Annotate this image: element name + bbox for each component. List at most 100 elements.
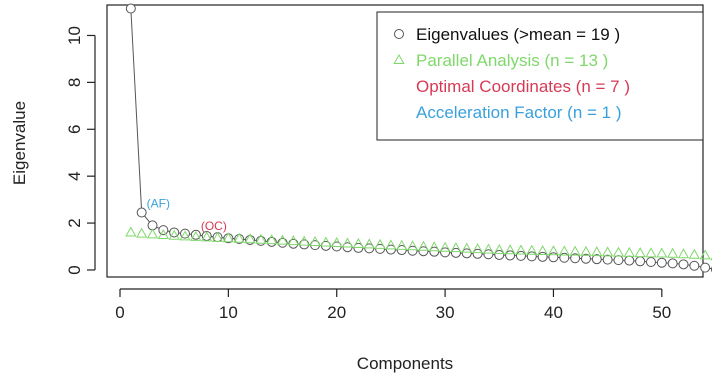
parallel-point [471, 243, 484, 254]
x-tick-label: 10 [219, 303, 238, 322]
legend-box [376, 11, 704, 141]
parallel-point [352, 237, 365, 248]
parallel-point [331, 236, 343, 247]
parallel-point [287, 235, 299, 246]
eigenvalue-point [515, 250, 526, 261]
eigenvalue-point [505, 250, 516, 261]
legend-items: Eigenvalues (>mean = 19 ) Parallel Analys… [393, 25, 630, 122]
parallel-point [341, 237, 354, 248]
y-tick-label: 4 [65, 171, 84, 180]
parallel-point [406, 240, 419, 251]
parallel-point [385, 239, 397, 250]
eigenvalue-point [656, 257, 667, 268]
parallel-point [537, 244, 549, 255]
parallel-point [645, 247, 657, 258]
y-tick-label: 10 [65, 26, 84, 45]
legend-marker-eigenvalues [394, 29, 404, 39]
legend-marker-parallel [393, 53, 405, 64]
parallel-point [266, 234, 278, 245]
parallel-point [146, 228, 159, 239]
parallel-point [591, 246, 603, 257]
parallel-point [222, 232, 234, 243]
legend-entry-acceleration: Acceleration Factor (n = 1 ) [416, 103, 622, 122]
y-tick-label: 0 [65, 265, 84, 274]
x-axis-label: Components [357, 354, 453, 373]
parallel-point [547, 245, 560, 256]
eigenvalue-point [385, 244, 396, 255]
legend-entry-optimal: Optimal Coordinates (n = 7 ) [416, 77, 630, 96]
parallel-point [612, 246, 625, 257]
eigenvalue-point [559, 252, 570, 263]
plot-frame [106, 4, 704, 278]
x-axis: 0 10 20 30 40 50 [115, 288, 671, 322]
eigenvalue-point [613, 255, 624, 266]
parallel-point [211, 231, 224, 242]
parallel-point [168, 229, 180, 240]
parallel-point [125, 226, 137, 237]
eigenvalue-point [190, 229, 201, 240]
eigenvalue-point [125, 3, 136, 14]
legend-entry-eigen: Eigenvalues (>mean = 19 ) [416, 25, 620, 44]
eigenvalue-point [136, 207, 147, 218]
parallel-point [656, 247, 668, 258]
annotations: (AF) (OC) [147, 197, 227, 233]
eigenvalue-point [645, 256, 656, 267]
parallel-point [363, 238, 375, 249]
parallel-point [504, 244, 516, 255]
parallel-point [439, 241, 451, 252]
x-tick-label: 0 [115, 303, 124, 322]
legend-entry-parallel: Parallel Analysis (n = 13 ) [416, 51, 608, 70]
annotation-label: (AF) [147, 197, 170, 211]
parallel-point [515, 244, 527, 255]
eigenvalue-point [591, 254, 602, 265]
eigenvalue-series [125, 3, 712, 273]
eigenvalue-point [440, 247, 451, 258]
parallel-point [634, 247, 646, 258]
eigenvalue-point [494, 249, 505, 260]
parallel-point [201, 231, 213, 242]
parallel-point [580, 245, 592, 256]
eigenvalue-point [580, 253, 591, 264]
parallel-point [602, 246, 614, 257]
x-tick-label: 40 [544, 303, 563, 322]
parallel-point [157, 229, 169, 240]
eigenvalue-point [450, 247, 461, 258]
parallel-point [493, 244, 505, 255]
parallel-point [179, 230, 191, 241]
parallel-point [461, 242, 473, 253]
eigenvalue-point [418, 246, 429, 257]
eigenvalue-point [429, 246, 440, 257]
parallel-point [667, 247, 679, 258]
parallel-point [396, 239, 408, 250]
annotation-label: (OC) [201, 219, 227, 233]
parallel-point [677, 248, 690, 259]
parallel-point [558, 245, 570, 256]
eigenvalue-point [689, 260, 700, 271]
parallel-point [569, 245, 581, 256]
y-tick-label: 2 [65, 218, 84, 227]
eigenvalue-point [537, 251, 548, 262]
y-tick-label: 6 [65, 125, 84, 134]
plot-area [106, 4, 704, 278]
x-tick-label: 50 [652, 303, 671, 322]
parallel-analysis-series [125, 226, 712, 261]
parallel-point [309, 236, 321, 247]
eigenvalue-point [396, 245, 407, 256]
legend: Eigenvalues (>mean = 19 ) Parallel Analys… [376, 11, 704, 141]
eigenvalue-point [635, 256, 646, 267]
parallel-point [699, 249, 711, 260]
parallel-point [482, 243, 495, 254]
eigenvalue-point [461, 248, 472, 259]
parallel-point [244, 233, 256, 244]
eigenvalue-point [700, 262, 711, 273]
parallel-point [233, 232, 245, 243]
parallel-point [526, 244, 538, 255]
eigenvalue-point [667, 258, 678, 269]
eigenvalue-point [526, 251, 537, 262]
parallel-point [450, 242, 462, 253]
y-tick-label: 8 [65, 78, 84, 87]
eigenvalue-point [483, 249, 494, 260]
parallel-point [417, 240, 430, 251]
eigenvalue-point [602, 254, 613, 265]
